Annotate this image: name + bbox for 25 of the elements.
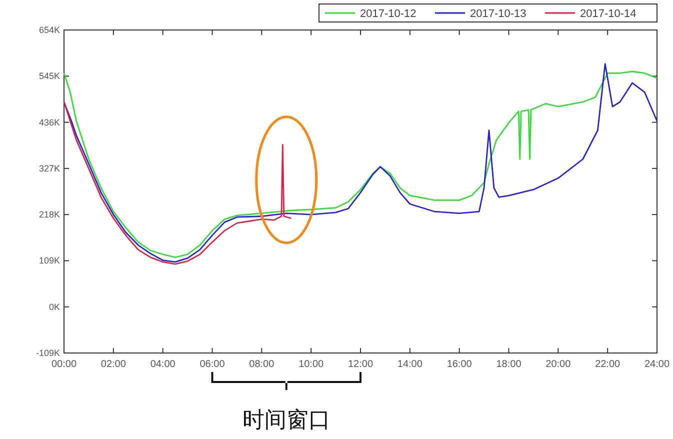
y-tick-label: 654K bbox=[38, 25, 60, 35]
text: 时间窗口 bbox=[242, 408, 330, 433]
x-tick-label: 06:00 bbox=[200, 359, 226, 370]
y-tick-label: -109K bbox=[36, 348, 60, 358]
x-tick-label: 16:00 bbox=[446, 359, 472, 370]
x-tick-label: 00:00 bbox=[51, 359, 77, 370]
x-tick-label: 20:00 bbox=[546, 359, 572, 370]
y-tick-label: 545K bbox=[38, 71, 60, 82]
legend-label: 2017-10-12 bbox=[360, 8, 416, 20]
x-tick-label: 08:00 bbox=[249, 359, 275, 370]
x-tick-label: 04:00 bbox=[150, 359, 176, 370]
x-tick-label: 22:00 bbox=[595, 359, 621, 370]
y-tick-label: 218K bbox=[38, 210, 60, 220]
legend-label: 2017-10-14 bbox=[580, 8, 636, 20]
x-tick-label: 10:00 bbox=[298, 359, 324, 370]
x-tick-label: 24:00 bbox=[644, 359, 670, 370]
x-tick-label: 18:00 bbox=[496, 359, 522, 370]
y-tick-label: 109K bbox=[38, 256, 60, 266]
y-tick-label: 0K bbox=[48, 302, 60, 312]
y-tick-label: 436K bbox=[38, 117, 60, 128]
x-tick-label: 12:00 bbox=[348, 359, 374, 370]
y-tick-label: 327K bbox=[38, 163, 60, 174]
x-tick-label: 14:00 bbox=[397, 359, 423, 370]
legend-label: 2017-10-13 bbox=[470, 8, 526, 20]
x-tick-label: 02:00 bbox=[100, 359, 126, 370]
